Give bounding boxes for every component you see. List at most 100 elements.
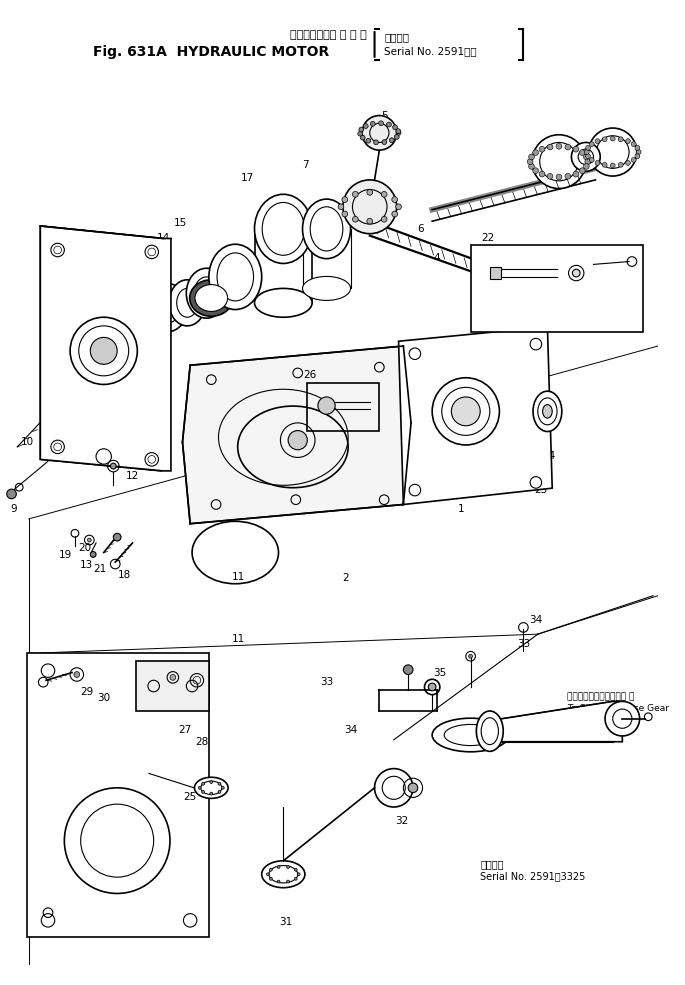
Ellipse shape xyxy=(476,711,503,752)
Text: 2: 2 xyxy=(342,573,349,583)
Text: 5: 5 xyxy=(381,110,388,120)
Circle shape xyxy=(343,180,397,233)
Circle shape xyxy=(619,163,623,167)
Polygon shape xyxy=(40,226,171,471)
Circle shape xyxy=(358,131,362,136)
Circle shape xyxy=(533,167,538,173)
Circle shape xyxy=(367,219,373,224)
Circle shape xyxy=(52,248,60,256)
Text: 19: 19 xyxy=(59,551,72,560)
Circle shape xyxy=(386,122,391,127)
Polygon shape xyxy=(27,653,210,937)
Circle shape xyxy=(389,138,394,143)
Circle shape xyxy=(140,448,148,455)
Ellipse shape xyxy=(303,199,351,259)
Text: 14: 14 xyxy=(157,233,170,243)
Circle shape xyxy=(589,158,594,163)
Text: 6: 6 xyxy=(417,224,424,233)
Circle shape xyxy=(584,154,589,160)
Ellipse shape xyxy=(255,194,312,263)
Text: 13: 13 xyxy=(80,560,93,570)
Circle shape xyxy=(408,783,418,793)
Circle shape xyxy=(573,171,579,177)
Ellipse shape xyxy=(190,280,233,316)
Circle shape xyxy=(573,269,580,277)
Circle shape xyxy=(277,881,280,883)
Circle shape xyxy=(451,397,480,426)
Circle shape xyxy=(392,211,397,217)
Circle shape xyxy=(396,129,401,134)
Circle shape xyxy=(610,164,615,167)
Text: サークルリバースギャー へ: サークルリバースギャー へ xyxy=(566,692,634,701)
Circle shape xyxy=(360,135,365,140)
Circle shape xyxy=(88,538,91,542)
Text: Serial No. 3326～: Serial No. 3326～ xyxy=(485,263,554,272)
Circle shape xyxy=(52,438,60,446)
Circle shape xyxy=(297,873,300,876)
Text: ハイドロリック モ ー タ: ハイドロリック モ ー タ xyxy=(290,30,367,39)
Circle shape xyxy=(595,161,600,165)
Text: 適用号機: 適用号機 xyxy=(384,32,409,41)
Text: 3: 3 xyxy=(49,297,56,308)
Text: 23: 23 xyxy=(534,485,547,495)
Circle shape xyxy=(382,191,387,197)
Circle shape xyxy=(382,140,387,145)
Circle shape xyxy=(392,197,397,203)
Circle shape xyxy=(529,154,534,160)
Circle shape xyxy=(529,164,534,169)
Circle shape xyxy=(363,124,368,128)
Circle shape xyxy=(295,878,297,881)
Text: 7: 7 xyxy=(302,161,309,170)
Ellipse shape xyxy=(543,405,552,418)
Ellipse shape xyxy=(195,285,227,311)
Text: Serial No. 3326～: Serial No. 3326～ xyxy=(478,262,553,271)
Circle shape xyxy=(318,397,335,415)
Text: 33: 33 xyxy=(320,677,333,688)
Circle shape xyxy=(595,139,600,144)
Ellipse shape xyxy=(262,861,305,887)
Circle shape xyxy=(469,654,473,658)
Circle shape xyxy=(379,121,384,126)
Circle shape xyxy=(565,144,571,150)
Circle shape xyxy=(395,135,399,139)
Circle shape xyxy=(74,672,79,678)
Circle shape xyxy=(580,150,585,156)
Circle shape xyxy=(7,490,16,498)
Text: 9: 9 xyxy=(10,504,16,514)
Ellipse shape xyxy=(209,244,262,309)
Circle shape xyxy=(295,869,297,871)
Text: 32: 32 xyxy=(395,817,408,826)
Circle shape xyxy=(396,130,401,135)
Circle shape xyxy=(610,136,615,141)
Circle shape xyxy=(366,138,371,143)
Circle shape xyxy=(286,881,290,883)
Text: 10: 10 xyxy=(21,437,34,447)
Text: 30: 30 xyxy=(97,692,110,702)
Bar xyxy=(490,267,501,279)
Circle shape xyxy=(338,204,344,210)
Text: 26: 26 xyxy=(523,254,537,265)
Circle shape xyxy=(353,191,358,197)
Circle shape xyxy=(632,142,636,147)
Text: 適用号機: 適用号機 xyxy=(480,860,503,870)
Text: 28: 28 xyxy=(195,737,208,747)
Ellipse shape xyxy=(195,777,228,799)
Circle shape xyxy=(602,163,607,167)
Polygon shape xyxy=(182,346,411,524)
Text: 29: 29 xyxy=(80,687,93,696)
Text: 16: 16 xyxy=(119,253,132,263)
Text: 適用号機: 適用号機 xyxy=(478,251,500,260)
Circle shape xyxy=(632,158,636,163)
Text: 21: 21 xyxy=(93,563,106,574)
Circle shape xyxy=(403,665,413,675)
Circle shape xyxy=(565,173,571,179)
Text: 15: 15 xyxy=(174,218,187,229)
Circle shape xyxy=(636,150,641,155)
Circle shape xyxy=(533,150,538,156)
Text: 34: 34 xyxy=(530,615,543,624)
Text: 17: 17 xyxy=(241,173,254,183)
Text: 22: 22 xyxy=(482,233,495,243)
Circle shape xyxy=(625,139,630,144)
Text: Serial No. 2591～）: Serial No. 2591～） xyxy=(384,46,477,56)
Text: 11: 11 xyxy=(232,571,245,581)
